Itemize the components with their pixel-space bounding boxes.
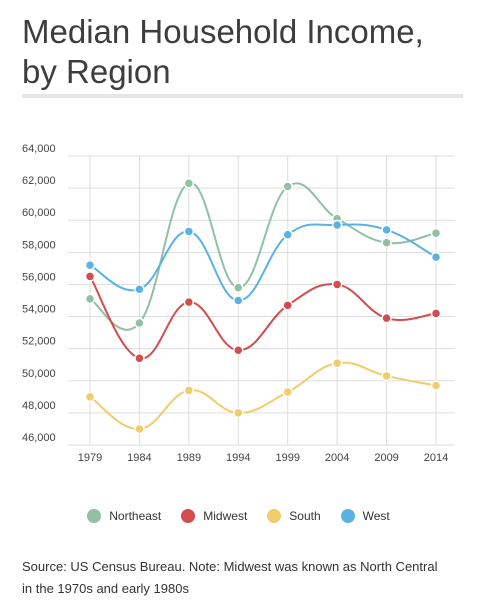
data-point-midwest (430, 308, 442, 319)
data-point-northeast (84, 293, 96, 305)
y-tick-label: 56,000 (22, 271, 56, 283)
data-point-midwest (233, 345, 244, 356)
line-chart: 46,000 48,000 50,000 52,000 54,000 56,000 58,0… (22, 143, 455, 464)
legend-label-south: South (289, 509, 321, 523)
data-point-south (183, 385, 195, 396)
legend-swatch-west (340, 509, 355, 523)
data-point-midwest (282, 300, 293, 311)
legend-swatch-south (267, 509, 282, 523)
data-point-south (331, 357, 343, 369)
data-point-midwest (84, 271, 96, 282)
x-tick-label: 2014 (424, 452, 448, 464)
data-point-northeast (282, 181, 293, 192)
data-point-west (134, 284, 145, 295)
chart-title: Median Household Income, by Region (22, 12, 462, 92)
data-point-south (84, 391, 96, 403)
data-point-midwest (134, 353, 145, 364)
data-point-south (381, 370, 392, 382)
source-note-line-2: in the 1970s and early 1980s (22, 581, 189, 596)
data-point-west (233, 295, 244, 306)
series-line-west (89, 223, 437, 302)
data-point-west (331, 219, 343, 231)
legend-item-west: West (340, 509, 390, 523)
legend-label-northeast: Northeast (109, 509, 162, 523)
y-tick-label: 62,000 (22, 175, 56, 187)
legend-swatch-northeast (87, 509, 102, 523)
x-tick-label: 1984 (127, 452, 151, 464)
data-point-midwest (331, 279, 343, 290)
title-divider (22, 94, 463, 98)
x-tick-label: 1989 (177, 452, 201, 464)
x-tick-label: 1999 (275, 452, 299, 464)
data-point-west (84, 259, 96, 271)
data-point-midwest (183, 296, 195, 308)
data-point-midwest (381, 312, 392, 324)
chart-title-line-2: by Region (22, 53, 171, 90)
data-point-south (134, 423, 145, 435)
x-tick-label: 1994 (226, 452, 250, 464)
y-tick-label: 64,000 (22, 143, 56, 155)
data-point-west (282, 229, 293, 240)
data-point-west (183, 226, 195, 237)
x-tick-label: 2009 (374, 452, 398, 464)
data-point-west (381, 224, 392, 236)
data-point-northeast (381, 237, 392, 248)
legend-item-northeast: Northeast (87, 509, 161, 523)
data-point-northeast (183, 178, 195, 189)
data-point-south (430, 380, 442, 391)
y-tick-label: 54,000 (22, 304, 56, 316)
source-note-line-1: Source: US Census Bureau. Note: Midwest … (22, 559, 438, 574)
y-tick-label: 58,000 (22, 239, 56, 251)
data-point-northeast (233, 282, 244, 293)
y-tick-label: 46,000 (22, 432, 56, 444)
data-point-south (233, 407, 244, 419)
legend-label-west: West (362, 509, 390, 523)
chart-legend: Northeast Midwest South West (0, 509, 477, 523)
y-tick-label: 50,000 (22, 368, 56, 380)
x-tick-label: 2004 (325, 452, 349, 464)
legend-item-south: South (267, 509, 321, 523)
x-tick-label: 1979 (78, 452, 102, 464)
legend-item-midwest: Midwest (181, 509, 247, 523)
source-note: Source: US Census Bureau. Note: Midwest … (22, 556, 462, 600)
y-tick-label: 52,000 (22, 336, 56, 348)
data-point-south (282, 386, 293, 398)
chart-title-line-1: Median Household Income, (22, 13, 424, 50)
data-point-northeast (430, 227, 442, 239)
y-tick-label: 48,000 (22, 400, 56, 412)
series-line-northeast (89, 182, 437, 331)
y-tick-label: 60,000 (22, 207, 56, 219)
legend-swatch-midwest (181, 509, 196, 523)
legend-label-midwest: Midwest (203, 509, 248, 523)
data-point-west (430, 251, 442, 263)
data-point-northeast (134, 317, 145, 329)
